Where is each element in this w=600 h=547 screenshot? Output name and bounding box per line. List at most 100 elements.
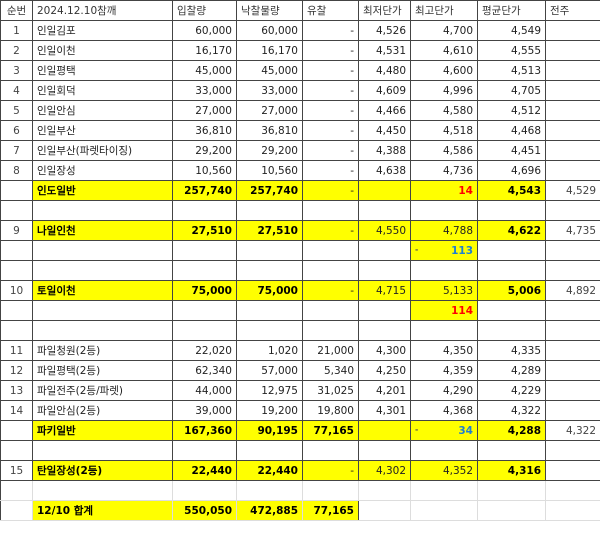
cell-min-price: 4,638 <box>358 160 411 181</box>
cell-value: - <box>350 84 354 97</box>
cell-row-number: 6 <box>0 120 33 141</box>
cell-value: 파일평택(2등) <box>37 365 101 377</box>
cell-value: 27,510 <box>191 224 232 237</box>
cell-max-price: 14 <box>410 180 478 201</box>
cell-max-price: 4,350 <box>410 340 478 361</box>
cell-prev-week-price <box>545 260 600 281</box>
cell-value: 4,289 <box>510 364 541 377</box>
cell-bid-volume: 257,740 <box>172 180 237 201</box>
cell-value: 인일회덕 <box>37 85 76 97</box>
cell-row-number <box>0 300 33 321</box>
cell-prev-week-price <box>545 80 600 101</box>
cell-value: 45,000 <box>195 64 232 77</box>
cell-bid-volume: 27,000 <box>172 100 237 121</box>
cell-max-price <box>410 480 478 501</box>
cell-unsold-volume: - <box>302 120 359 141</box>
cell-avg-price: 4,289 <box>477 360 546 381</box>
cell-value: - <box>350 284 354 297</box>
cell-prev-week-price <box>545 380 600 401</box>
table-row: 11 파일청원(2등) 22,020 1,020 21,000 4,300 4,350 4,3… <box>0 340 600 361</box>
table-row: 인도일반 257,740 257,740 - 14 4,543 4,529 <box>0 180 600 201</box>
cell-min-price: 4,480 <box>358 60 411 81</box>
cell-avg-price: 5,006 <box>477 280 546 301</box>
cell-max-price <box>410 500 478 521</box>
table-row: 9 나일인천 27,510 27,510 - 4,550 4,788 4,622 4,735 <box>0 220 600 241</box>
cell-unsold-volume <box>302 480 359 501</box>
cell-min-price: 4,466 <box>358 100 411 121</box>
cell-value: 4,466 <box>375 104 406 117</box>
cell-avg-price: 4,696 <box>477 160 546 181</box>
cell-row-number: 1 <box>0 20 33 41</box>
cell-value: 4,715 <box>375 284 406 297</box>
column-header-row-number: 순번 <box>0 0 33 21</box>
cell-row-number <box>0 200 33 221</box>
cell-bid-volume: 22,440 <box>172 460 237 481</box>
cell-awarded-volume: 57,000 <box>236 360 303 381</box>
cell-value: 파일안심(2등) <box>37 405 101 417</box>
cell-avg-price <box>477 480 546 501</box>
cell-prev-week-price <box>545 60 600 81</box>
cell-value: 7 <box>13 144 20 157</box>
cell-max-price: 4,736 <box>410 160 478 181</box>
cell-value: 22,440 <box>257 464 298 477</box>
cell-value: 4,600 <box>442 64 473 77</box>
cell-prev-week-price <box>545 40 600 61</box>
table-row: 6 인일부산 36,810 36,810 - 4,450 4,518 4,468 <box>0 120 600 141</box>
cell-prev-week-price <box>545 340 600 361</box>
cell-value: 22,440 <box>191 464 232 477</box>
cell-avg-price <box>477 260 546 281</box>
cell-awarded-volume: 60,000 <box>236 20 303 41</box>
cell-awarded-volume: 27,000 <box>236 100 303 121</box>
cell-row-number: 7 <box>0 140 33 161</box>
cell-max-price <box>410 440 478 461</box>
cell-value: 31,025 <box>317 384 354 397</box>
cell-unsold-volume: - <box>302 80 359 101</box>
cell-value: 33,000 <box>195 84 232 97</box>
cell-value: - <box>350 184 354 197</box>
cell-value: 257,740 <box>250 184 298 197</box>
cell-value: 인일김포 <box>37 25 76 37</box>
cell-min-price <box>358 300 411 321</box>
cell-value: 27,510 <box>257 224 298 237</box>
cell-value: 77,165 <box>313 424 354 437</box>
cell-unsold-volume: 5,340 <box>302 360 359 381</box>
cell-max-price: 4,788 <box>410 220 478 241</box>
cell-value: 12/10 합계 <box>37 505 94 517</box>
cell-max-price: 4,600 <box>410 60 478 81</box>
cell-awarded-volume: 90,195 <box>236 420 303 441</box>
cell-unsold-volume: - <box>302 220 359 241</box>
cell-prev-week-price <box>545 300 600 321</box>
cell-value: 14 <box>458 184 473 197</box>
column-header-min-price: 최저단가 <box>358 0 411 21</box>
cell-avg-price: 4,555 <box>477 40 546 61</box>
cell-value: 4,518 <box>442 124 473 137</box>
cell-unsold-volume <box>302 200 359 221</box>
cell-value: 2 <box>13 44 20 57</box>
cell-value: - <box>350 124 354 137</box>
cell-value: 4,555 <box>510 44 541 57</box>
cell-value: 4,201 <box>375 384 406 397</box>
cell-value: - <box>350 164 354 177</box>
cell-value: 4,586 <box>442 144 473 157</box>
cell-min-price <box>358 320 411 341</box>
cell-value: 29,200 <box>195 144 232 157</box>
cell-min-price: 4,388 <box>358 140 411 161</box>
cell-value: 16,170 <box>261 44 298 57</box>
cell-bid-volume: 27,510 <box>172 220 237 241</box>
cell-value: 114 <box>451 304 473 317</box>
cell-value: 45,000 <box>261 64 298 77</box>
cell-value: 4,736 <box>442 164 473 177</box>
cell-value: 4,322 <box>510 404 541 417</box>
cell-awarded-volume: 33,000 <box>236 80 303 101</box>
cell-min-price: 4,550 <box>358 220 411 241</box>
cell-avg-price: 4,513 <box>477 60 546 81</box>
cell-value: 4,352 <box>442 464 473 477</box>
cell-value: 14 <box>9 404 24 417</box>
cell-avg-price <box>477 500 546 521</box>
cell-value: 29,200 <box>261 144 298 157</box>
cell-awarded-volume <box>236 240 303 261</box>
cell-value: 4,350 <box>442 344 473 357</box>
cell-awarded-volume: 36,810 <box>236 120 303 141</box>
cell-value: 21,000 <box>317 344 354 357</box>
table-row: 10 토일이천 75,000 75,000 - 4,715 5,133 5,006 4,892 <box>0 280 600 301</box>
